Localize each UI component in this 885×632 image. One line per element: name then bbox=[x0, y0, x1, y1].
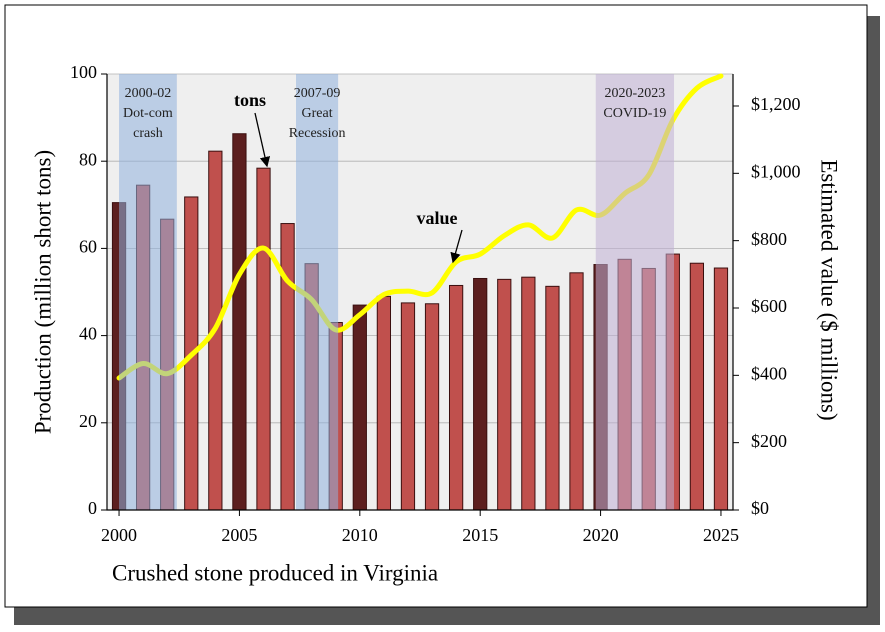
bar bbox=[376, 295, 392, 511]
y-tick-label: 80 bbox=[79, 149, 97, 169]
bar bbox=[424, 303, 440, 511]
y2-tick-label: $400 bbox=[751, 363, 787, 383]
x-tick-label: 2000 bbox=[101, 525, 137, 545]
period-label: Recession bbox=[289, 126, 346, 141]
x-tick-label: 2015 bbox=[462, 525, 498, 545]
axes bbox=[106, 74, 734, 511]
y2-tick-label: $1,200 bbox=[751, 94, 801, 114]
y2-axis-title: Estimated value ($ millions) bbox=[817, 159, 842, 420]
y-tick-label: 40 bbox=[79, 324, 97, 344]
bar bbox=[280, 223, 295, 511]
x-tick-label: 2005 bbox=[221, 525, 257, 545]
bar bbox=[473, 277, 488, 511]
bar bbox=[256, 167, 271, 511]
bar bbox=[448, 284, 464, 511]
bar bbox=[352, 304, 367, 511]
y-axis-title: Production (million short tons) bbox=[30, 150, 55, 434]
x-tick-label: 2020 bbox=[583, 525, 619, 545]
annotation-arrow bbox=[254, 112, 271, 168]
shaded-period bbox=[595, 74, 675, 510]
y-tick-label: 20 bbox=[79, 411, 97, 431]
bar bbox=[400, 302, 416, 511]
period-label: 2000-02 bbox=[125, 86, 172, 101]
x-tick-label: 2010 bbox=[342, 525, 378, 545]
bar bbox=[569, 272, 584, 511]
annotation-arrow bbox=[450, 229, 463, 264]
y-tick-label: 60 bbox=[79, 237, 97, 257]
period-label: 2020-2023 bbox=[605, 86, 666, 101]
bar bbox=[689, 262, 705, 511]
annotation: value bbox=[416, 208, 457, 228]
y2-tick-label: $800 bbox=[751, 229, 787, 249]
y2-tick-label: $0 bbox=[751, 498, 769, 518]
bar bbox=[713, 267, 729, 511]
shaded-period bbox=[296, 74, 339, 510]
y-tick-label: 0 bbox=[88, 498, 97, 518]
period-label: crash bbox=[133, 126, 163, 141]
x-tick-label: 2025 bbox=[703, 525, 739, 545]
y2-tick-label: $600 bbox=[751, 296, 787, 316]
bar bbox=[521, 276, 536, 511]
y-tick-label: 100 bbox=[70, 62, 97, 82]
bar bbox=[232, 133, 247, 511]
period-label: 2007-09 bbox=[294, 86, 341, 101]
period-label: Dot-com bbox=[123, 106, 173, 121]
y2-tick-label: $1,000 bbox=[751, 161, 801, 181]
period-label: Great bbox=[302, 106, 333, 121]
x-axis-title: Crushed stone produced in Virginia bbox=[112, 560, 438, 585]
period-label: COVID-19 bbox=[603, 106, 666, 121]
annotation: tons bbox=[234, 90, 266, 110]
shaded-period bbox=[119, 74, 177, 510]
y2-tick-label: $200 bbox=[751, 431, 787, 451]
bar bbox=[497, 278, 512, 511]
bar bbox=[545, 285, 560, 511]
